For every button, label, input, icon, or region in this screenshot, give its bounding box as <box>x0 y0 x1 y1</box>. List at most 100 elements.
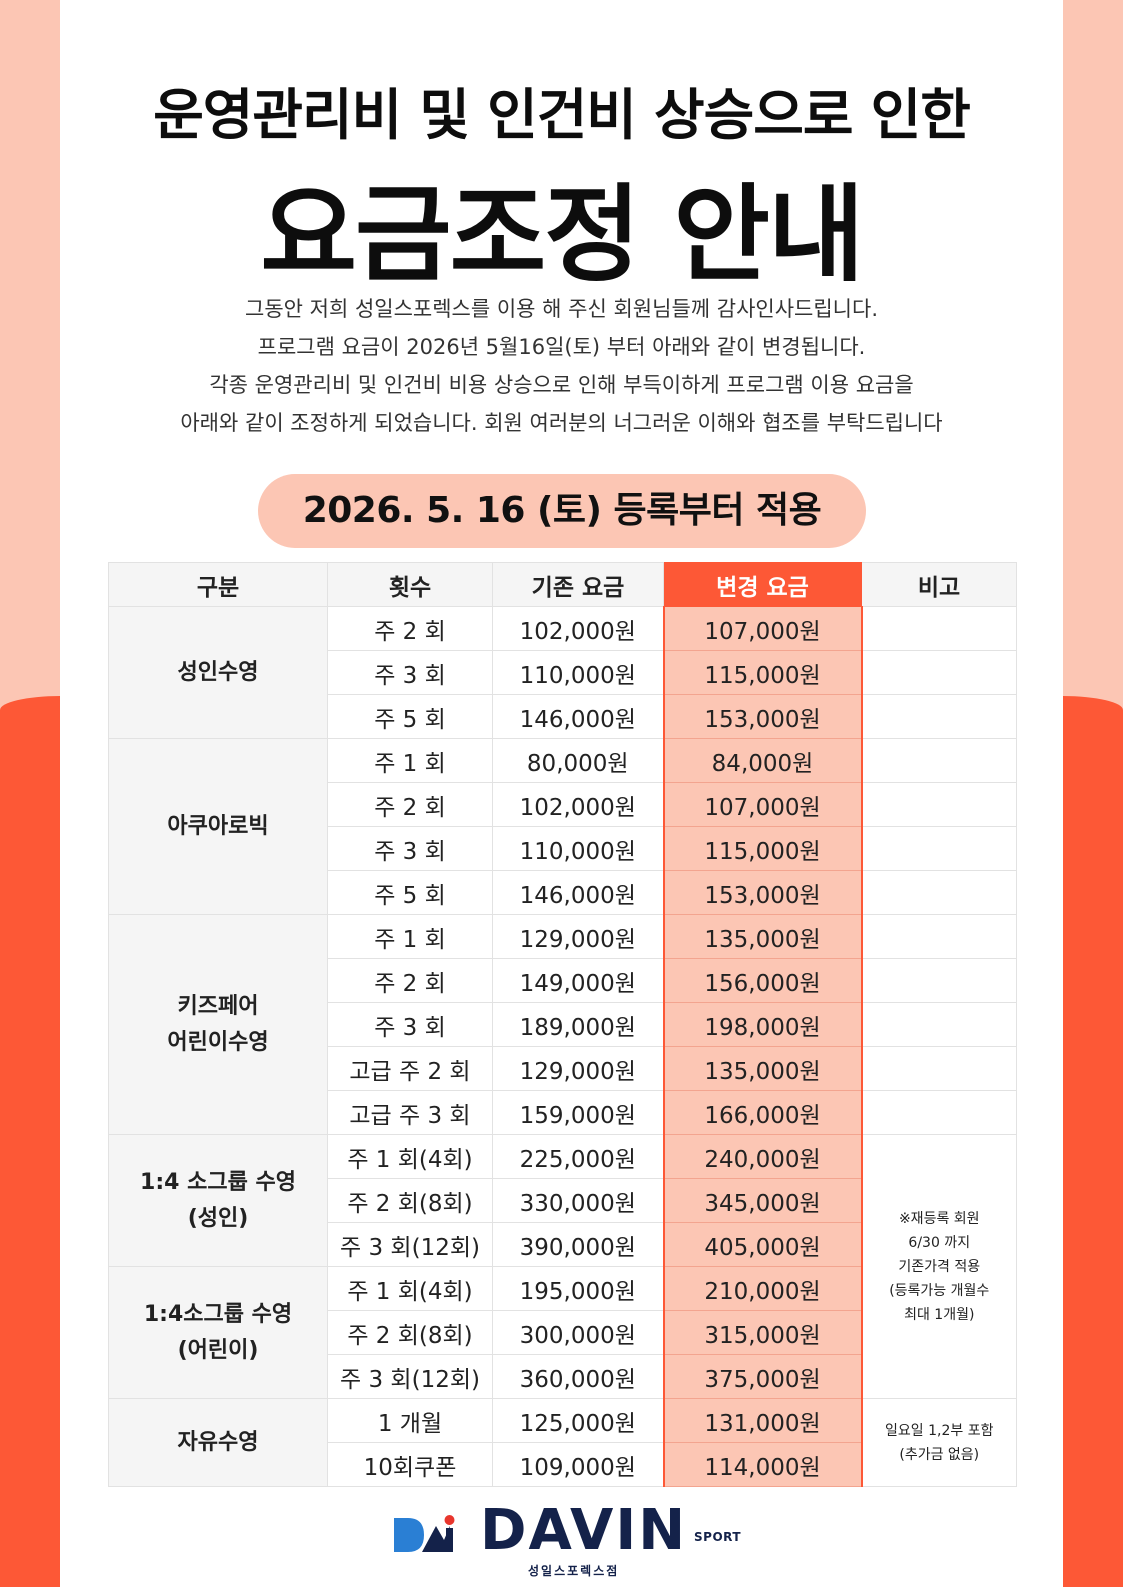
new-fee-cell: 135,000원 <box>662 914 863 959</box>
new-fee-cell: 153,000원 <box>662 870 863 915</box>
frequency-cell: 1 개월 <box>327 1398 493 1443</box>
remarks-cell <box>861 914 1017 959</box>
intro-line: 프로그램 요금이 2026년 5월16일(토) 부터 아래와 같이 변경됩니다. <box>257 335 866 359</box>
old-fee-cell: 330,000원 <box>492 1178 664 1223</box>
old-fee-cell: 195,000원 <box>492 1266 664 1311</box>
remarks-cell <box>861 782 1017 827</box>
table-row: 주 3 회 110,000원 115,000원 <box>109 650 1017 695</box>
frequency-cell: 주 3 회(12회) <box>327 1354 493 1399</box>
new-fee-cell: 240,000원 <box>662 1134 863 1179</box>
remarks-cell <box>861 606 1017 651</box>
old-fee-cell: 109,000원 <box>492 1442 664 1487</box>
intro-line: 아래와 같이 조정하게 되었습니다. 회원 여러분의 너그러운 이해와 협조를 … <box>180 411 943 435</box>
intro-text: 그동안 저희 성일스포렉스를 이용 해 주신 회원님들께 감사인사드립니다. 프… <box>0 290 1123 442</box>
remarks-cell <box>861 870 1017 915</box>
remarks-cell <box>861 1046 1017 1091</box>
davin-logo-mark-icon <box>394 1515 455 1552</box>
intro-line: 그동안 저희 성일스포렉스를 이용 해 주신 회원님들께 감사인사드립니다. <box>245 297 878 321</box>
old-fee-cell: 110,000원 <box>492 650 664 695</box>
table-row: 자유수영 1 개월 125,000원 131,000원 일요일 1,2부 포함 (추가금 … <box>108 1398 1017 1487</box>
old-fee-cell: 80,000원 <box>492 738 664 783</box>
new-fee-cell: 210,000원 <box>662 1266 863 1311</box>
new-fee-cell: 135,000원 <box>662 1046 863 1091</box>
frequency-cell: 주 3 회 <box>327 1002 493 1047</box>
new-fee-cell: 114,000원 <box>662 1442 863 1487</box>
table-row: 주 3 회(12회) 390,000원 405,000원 <box>109 1222 1017 1267</box>
frequency-cell: 고급 주 3 회 <box>327 1090 493 1135</box>
table-row: 성인수영 주 2 회 102,000원 107,000원 <box>108 606 1017 739</box>
frequency-cell: 주 2 회(8회) <box>327 1310 493 1355</box>
frequency-cell: 고급 주 2 회 <box>327 1046 493 1091</box>
old-fee-cell: 390,000원 <box>492 1222 664 1267</box>
effective-date-text: 2026. 5. 16 (토) 등록부터 적용 <box>302 490 822 531</box>
intro-line: 각종 운영관리비 및 인건비 비용 상승으로 인해 부득이하게 프로그램 이용 … <box>209 373 914 397</box>
category-cell: 자유수영 <box>108 1398 328 1487</box>
table-row: 주 3 회 189,000원 198,000원 <box>109 1002 1017 1047</box>
old-fee-cell: 189,000원 <box>492 1002 664 1047</box>
category-cell: 1:4소그룹 수영 (어린이) <box>108 1266 328 1399</box>
table-row: 주 2 회 102,000원 107,000원 <box>109 782 1017 827</box>
logo-sport: SPORT <box>694 1530 742 1544</box>
table-row: 1:4 소그룹 수영 (성인) 주 1 회(4회) 225,000원 240,000원 ※… <box>108 1134 1017 1399</box>
old-fee-cell: 149,000원 <box>492 958 664 1003</box>
headline-title: 요금조정 안내 <box>260 174 864 296</box>
old-fee-cell: 225,000원 <box>492 1134 664 1179</box>
header-old-fee: 기존 요금 <box>492 562 664 607</box>
category-cell: 성인수영 <box>108 606 328 739</box>
old-fee-cell: 360,000원 <box>492 1354 664 1399</box>
table-row: 주 2 회 149,000원 156,000원 <box>109 958 1017 1003</box>
new-fee-cell: 375,000원 <box>662 1354 863 1399</box>
old-fee-cell: 129,000원 <box>492 914 664 959</box>
old-fee-cell: 129,000원 <box>492 1046 664 1091</box>
old-fee-cell: 146,000원 <box>492 694 664 739</box>
remarks-cell <box>861 1002 1017 1047</box>
frequency-cell: 주 5 회 <box>327 694 493 739</box>
old-fee-cell: 300,000원 <box>492 1310 664 1355</box>
header-frequency: 횟수 <box>327 562 493 607</box>
table-row: 주 3 회 110,000원 115,000원 <box>109 826 1017 871</box>
effective-date-banner: 2026. 5. 16 (토) 등록부터 적용 <box>258 474 866 548</box>
new-fee-cell: 198,000원 <box>662 1002 863 1047</box>
new-fee-cell: 345,000원 <box>662 1178 863 1223</box>
frequency-cell: 주 3 회(12회) <box>327 1222 493 1267</box>
frequency-cell: 주 1 회 <box>327 914 493 959</box>
category-cell: 키즈페어 어린이수영 <box>108 914 328 1135</box>
new-fee-cell: 166,000원 <box>662 1090 863 1135</box>
frequency-cell: 주 3 회 <box>327 650 493 695</box>
remarks-cell <box>861 650 1017 695</box>
frequency-cell: 10회쿠폰 <box>327 1442 493 1487</box>
frequency-cell: 주 2 회 <box>327 606 493 651</box>
new-fee-cell: 115,000원 <box>662 826 863 871</box>
new-fee-cell: 107,000원 <box>662 782 863 827</box>
old-fee-cell: 125,000원 <box>492 1398 664 1443</box>
table-row: 10회쿠폰 109,000원 114,000원 <box>109 1442 1017 1487</box>
new-fee-cell: 156,000원 <box>662 958 863 1003</box>
old-fee-cell: 102,000원 <box>492 606 664 651</box>
davin-logo: DAVIN SPORT 성일스포렉스점 <box>392 1498 741 1580</box>
table-row: 1:4소그룹 수영 (어린이) 주 1 회(4회) 195,000원 210,000원 <box>108 1266 1017 1399</box>
logo-wordmark: DAVIN <box>480 1498 688 1563</box>
table-row: 키즈페어 어린이수영 주 1 회 129,000원 135,000원 <box>108 914 1017 1135</box>
frequency-cell: 주 2 회 <box>327 958 493 1003</box>
old-fee-cell: 159,000원 <box>492 1090 664 1135</box>
new-fee-cell: 405,000원 <box>662 1222 863 1267</box>
remarks-cell <box>861 694 1017 739</box>
frequency-cell: 주 1 회 <box>327 738 493 783</box>
frequency-cell: 주 1 회(4회) <box>327 1134 493 1179</box>
table-row: 주 5 회 146,000원 153,000원 <box>109 694 1017 739</box>
fee-table-body: 성인수영 주 2 회 102,000원 107,000원 주 3 회 110,000원 11… <box>108 606 1017 1487</box>
fee-table: 구분 횟수 기존 요금 변경 요금 비고 성인수영 주 2 회 102,000원 10… <box>108 562 1017 1487</box>
headline-subtitle: 운영관리비 및 인건비 상승으로 인한 <box>153 83 971 147</box>
frequency-cell: 주 2 회(8회) <box>327 1178 493 1223</box>
old-fee-cell: 146,000원 <box>492 870 664 915</box>
remarks-cell-free-swim: 일요일 1,2부 포함 (추가금 없음) <box>861 1398 1017 1487</box>
table-row: 아쿠아로빅 주 1 회 80,000원 84,000원 <box>108 738 1017 915</box>
table-header-row: 구분 횟수 기존 요금 변경 요금 비고 <box>108 562 1017 607</box>
logo-branch: 성일스포렉스점 <box>528 1564 620 1578</box>
remarks-cell <box>861 826 1017 871</box>
remarks-cell <box>861 1090 1017 1135</box>
category-cell: 1:4 소그룹 수영 (성인) <box>108 1134 328 1267</box>
frequency-cell: 주 5 회 <box>327 870 493 915</box>
header-new-fee: 변경 요금 <box>663 562 862 607</box>
table-row: 주 2 회(8회) 330,000원 345,000원 <box>109 1178 1017 1223</box>
